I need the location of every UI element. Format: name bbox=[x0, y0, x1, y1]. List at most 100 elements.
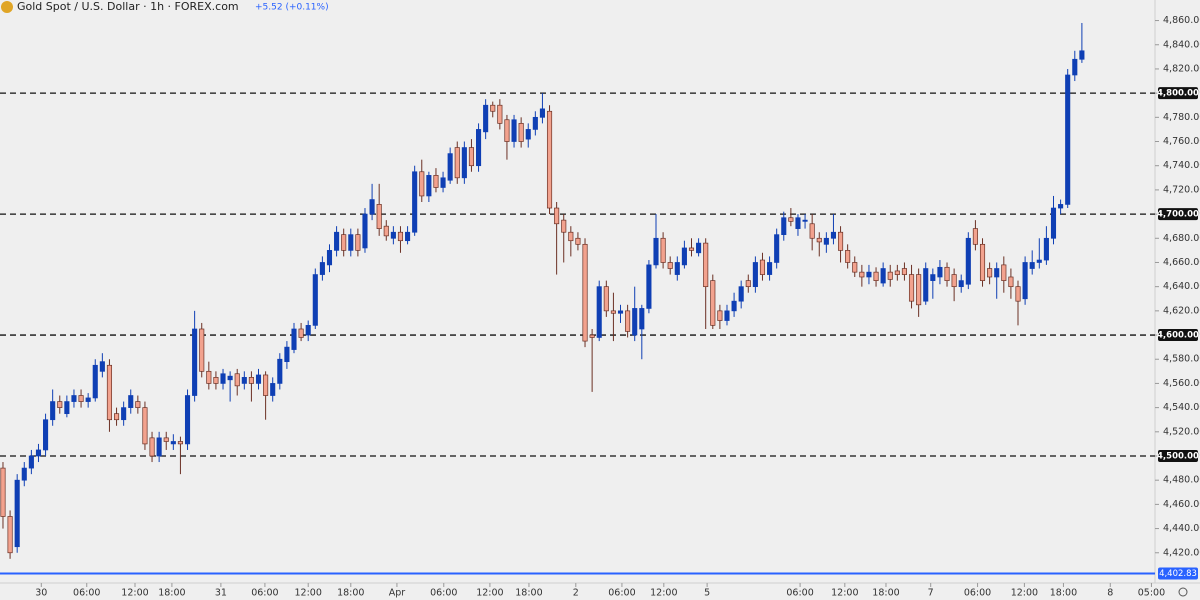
candle-body bbox=[184, 395, 191, 445]
candle-body bbox=[1008, 276, 1014, 288]
candle-body bbox=[206, 370, 212, 384]
candle-body bbox=[21, 467, 27, 481]
candle-body bbox=[972, 228, 978, 245]
x-tick-label: 8 bbox=[1107, 588, 1113, 599]
x-tick-label: 06:00 bbox=[786, 588, 813, 599]
x-tick-label: 12:00 bbox=[1011, 588, 1038, 599]
candle-body bbox=[901, 268, 907, 275]
y-tick-label: 4,440.00 bbox=[1163, 523, 1200, 534]
candle-body bbox=[610, 310, 616, 314]
candle-body bbox=[248, 377, 254, 384]
candle-body bbox=[632, 308, 638, 336]
candle-body bbox=[1058, 204, 1064, 209]
candle-body bbox=[419, 171, 425, 197]
candle-body bbox=[603, 286, 609, 312]
x-tick-label: 2 bbox=[573, 588, 579, 599]
x-tick-label: 06:00 bbox=[251, 588, 278, 599]
candle-body bbox=[57, 401, 63, 408]
candle-body bbox=[617, 310, 624, 314]
y-tick-label: 4,660.00 bbox=[1163, 257, 1200, 268]
candle-body bbox=[589, 334, 595, 338]
candle-body bbox=[887, 271, 893, 280]
candle-body bbox=[731, 300, 737, 312]
candle-body bbox=[923, 268, 929, 302]
candle-body bbox=[518, 123, 524, 142]
candle-body bbox=[326, 250, 333, 266]
candle-body bbox=[554, 207, 560, 225]
candle-body bbox=[35, 449, 42, 457]
candle-body bbox=[412, 171, 418, 233]
x-tick-label: 18:00 bbox=[872, 588, 899, 599]
candle-body bbox=[703, 242, 709, 288]
candle-body bbox=[1022, 262, 1028, 300]
y-tick-label: 4,640.00 bbox=[1163, 281, 1200, 292]
candle-body bbox=[92, 364, 98, 399]
candle-body bbox=[28, 455, 34, 469]
symbol-icon bbox=[1, 1, 13, 13]
candle-body bbox=[1072, 58, 1078, 76]
x-tick-label: 06:00 bbox=[430, 588, 457, 599]
candle-body bbox=[866, 271, 872, 278]
y-tick-label: 4,680.00 bbox=[1163, 233, 1200, 244]
candle-body bbox=[830, 231, 837, 239]
candle-body bbox=[78, 395, 84, 402]
candle-body bbox=[85, 397, 91, 402]
candle-body bbox=[738, 286, 744, 302]
candle-body bbox=[121, 407, 127, 421]
candle-body bbox=[681, 247, 687, 266]
candle-body bbox=[944, 266, 950, 281]
candle-body bbox=[561, 219, 567, 233]
candle-body bbox=[916, 274, 922, 306]
candle-body bbox=[852, 262, 858, 273]
candle-body bbox=[596, 286, 602, 338]
candle-body bbox=[987, 268, 993, 278]
candle-body bbox=[752, 262, 758, 288]
candle-body bbox=[908, 274, 915, 302]
settings-icon[interactable] bbox=[1178, 587, 1188, 597]
y-tick-label: 4,580.00 bbox=[1163, 354, 1200, 365]
candle-body bbox=[241, 377, 247, 384]
marker-badge bbox=[1158, 567, 1198, 580]
level-label: 4,800.00 bbox=[1157, 89, 1199, 99]
y-tick-label: 4,480.00 bbox=[1163, 475, 1200, 486]
y-tick-label: 4,780.00 bbox=[1163, 112, 1200, 123]
candle-body bbox=[298, 328, 304, 338]
candle-body bbox=[504, 119, 510, 142]
candle-body bbox=[220, 373, 226, 384]
candle-body bbox=[163, 437, 169, 442]
candle-body bbox=[383, 225, 389, 237]
candle-body bbox=[355, 234, 361, 251]
candle-body bbox=[582, 243, 588, 342]
candle-body bbox=[291, 328, 297, 350]
candle-body bbox=[390, 231, 396, 239]
x-tick-label: 18:00 bbox=[158, 588, 185, 599]
candle-body bbox=[305, 325, 311, 336]
candle-body bbox=[511, 119, 517, 142]
candle-body bbox=[263, 374, 269, 396]
candle-body bbox=[312, 274, 318, 326]
candle-body bbox=[99, 361, 105, 372]
candle-body bbox=[192, 328, 198, 396]
candle-body bbox=[745, 280, 751, 288]
candle-body bbox=[532, 116, 538, 130]
y-tick-label: 4,560.00 bbox=[1163, 378, 1200, 389]
x-tick-label: 06:00 bbox=[608, 588, 635, 599]
candle-body bbox=[490, 104, 496, 112]
candle-body bbox=[873, 271, 879, 281]
candle-body bbox=[461, 147, 467, 179]
candle-body bbox=[227, 375, 233, 381]
candle-body bbox=[135, 401, 141, 408]
candle-body bbox=[965, 237, 971, 285]
y-tick-label: 4,620.00 bbox=[1163, 305, 1200, 316]
candle-body bbox=[348, 234, 354, 251]
candle-body bbox=[575, 237, 581, 245]
x-tick-label: 5 bbox=[704, 588, 710, 599]
candle-body bbox=[894, 270, 900, 275]
candle-body bbox=[930, 274, 936, 281]
x-tick-label: 18:00 bbox=[515, 588, 542, 599]
y-tick-label: 4,760.00 bbox=[1163, 136, 1200, 147]
candle-body bbox=[1036, 259, 1042, 263]
candle-body bbox=[284, 346, 290, 363]
